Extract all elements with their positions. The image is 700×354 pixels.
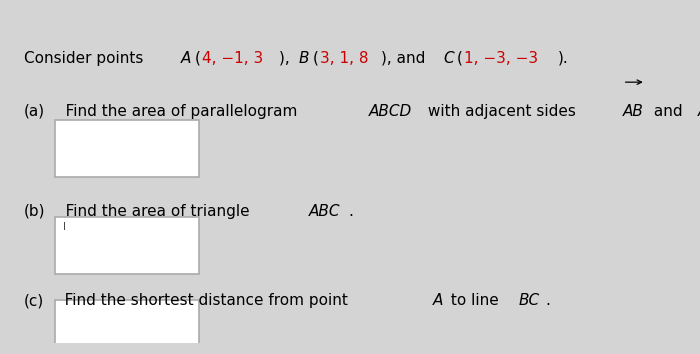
Bar bbox=[55, 300, 199, 354]
Text: to line: to line bbox=[446, 293, 503, 308]
Text: Find the shortest distance from point: Find the shortest distance from point bbox=[50, 293, 353, 308]
Text: (a): (a) bbox=[24, 104, 46, 119]
Text: 3, 1, 8: 3, 1, 8 bbox=[320, 51, 368, 65]
Bar bbox=[55, 120, 199, 177]
Text: C: C bbox=[443, 51, 454, 65]
Text: Find the area of parallelogram: Find the area of parallelogram bbox=[51, 104, 302, 119]
Bar bbox=[55, 217, 199, 274]
Text: .: . bbox=[349, 204, 354, 219]
Text: (: ( bbox=[312, 51, 318, 65]
Text: (c): (c) bbox=[24, 293, 44, 308]
Text: A: A bbox=[433, 293, 443, 308]
Text: ), and: ), and bbox=[381, 51, 430, 65]
Text: 1, −3, −3: 1, −3, −3 bbox=[464, 51, 538, 65]
Text: BC: BC bbox=[519, 293, 540, 308]
Text: ABCD: ABCD bbox=[369, 104, 412, 119]
Text: (b): (b) bbox=[24, 204, 46, 219]
Text: (: ( bbox=[457, 51, 463, 65]
Text: Find the area of triangle: Find the area of triangle bbox=[51, 204, 255, 219]
Text: A: A bbox=[181, 51, 192, 65]
Text: AB: AB bbox=[623, 104, 643, 119]
Text: I: I bbox=[63, 222, 66, 232]
Text: AC: AC bbox=[698, 104, 700, 119]
Text: B: B bbox=[299, 51, 309, 65]
Text: (: ( bbox=[195, 51, 200, 65]
Text: Consider points: Consider points bbox=[24, 51, 148, 65]
Text: and: and bbox=[649, 104, 687, 119]
Text: ),: ), bbox=[279, 51, 295, 65]
Text: with adjacent sides: with adjacent sides bbox=[424, 104, 581, 119]
Text: 4, −1, 3: 4, −1, 3 bbox=[202, 51, 263, 65]
Text: .: . bbox=[545, 293, 550, 308]
Text: ABC: ABC bbox=[309, 204, 340, 219]
Text: ).: ). bbox=[558, 51, 568, 65]
